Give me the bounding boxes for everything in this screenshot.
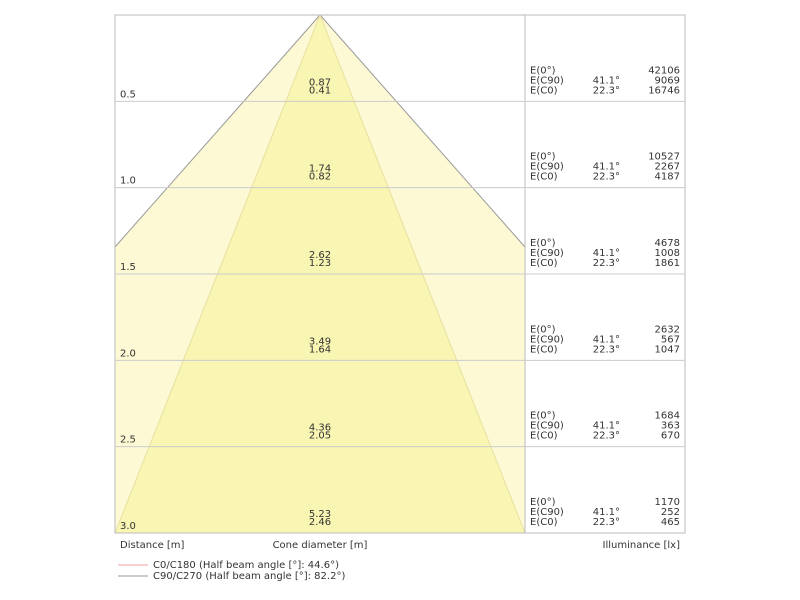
- illuminance: 1170: [655, 497, 680, 508]
- cone-diameter: 0.41: [309, 85, 331, 96]
- illuminance: 2632: [655, 324, 680, 335]
- cone-diameter: 1.74: [309, 164, 331, 175]
- cone-diameter: 2.46: [309, 517, 331, 528]
- distance-label: 2.5: [120, 435, 136, 446]
- e-label: E(0°): [530, 497, 556, 508]
- e-label: E(0°): [530, 152, 556, 163]
- illuminance: 1008: [655, 248, 680, 259]
- cone-diameter: 2.05: [309, 431, 331, 442]
- e-label: E(C0): [530, 344, 558, 355]
- angle: 41.1°: [593, 162, 620, 173]
- illuminance: 42106: [648, 65, 680, 76]
- outer-cone-edge: [319, 14, 526, 248]
- cone-diameter: 3.49: [309, 336, 331, 347]
- e-label: E(C0): [530, 517, 558, 528]
- e-label: E(C90): [530, 507, 564, 518]
- e-label: E(C90): [530, 421, 564, 432]
- e-label: E(0°): [530, 324, 556, 335]
- cone-diameter: 2.62: [309, 250, 331, 261]
- e-label: E(C90): [530, 334, 564, 345]
- cone-diameter: 1.23: [309, 258, 331, 269]
- illuminance: 465: [661, 517, 680, 528]
- cone-diameter: 0.87: [309, 77, 331, 88]
- cone-diameter: 5.23: [309, 509, 331, 520]
- illuminance: 252: [661, 507, 680, 518]
- illuminance: 10527: [648, 152, 680, 163]
- axis-label: Cone diameter [m]: [273, 540, 368, 551]
- illuminance: 670: [661, 431, 680, 442]
- angle: 22.3°: [593, 172, 620, 183]
- e-label: E(C0): [530, 85, 558, 96]
- e-label: E(C0): [530, 172, 558, 183]
- distance-label: 0.5: [120, 89, 136, 100]
- angle: 41.1°: [593, 75, 620, 86]
- axis-label: Distance [m]: [120, 540, 185, 551]
- illuminance: 4187: [655, 172, 680, 183]
- e-label: E(0°): [530, 411, 556, 422]
- cone-diameter: 1.64: [309, 344, 331, 355]
- angle: 22.3°: [593, 431, 620, 442]
- illuminance: 567: [661, 334, 680, 345]
- e-label: E(C0): [530, 258, 558, 269]
- distance-label: 1.5: [120, 262, 136, 273]
- outer-cone-edge: [114, 14, 321, 248]
- axis-label: Illuminance [lx]: [603, 540, 681, 551]
- illuminance: 9069: [655, 75, 680, 86]
- angle: 22.3°: [593, 517, 620, 528]
- illuminance: 1861: [655, 258, 680, 269]
- distance-label: 1.0: [120, 176, 136, 187]
- distance-label: 2.0: [120, 348, 136, 359]
- illuminance: 1047: [655, 344, 680, 355]
- distance-label: 3.0: [120, 521, 136, 532]
- angle: 41.1°: [593, 421, 620, 432]
- illuminance: 1684: [655, 411, 680, 422]
- illuminance: 363: [661, 421, 680, 432]
- e-label: E(C0): [530, 431, 558, 442]
- e-label: E(0°): [530, 238, 556, 249]
- illuminance: 16746: [648, 85, 680, 96]
- angle: 22.3°: [593, 85, 620, 96]
- e-label: E(C90): [530, 162, 564, 173]
- e-label: E(C90): [530, 75, 564, 86]
- illuminance: 2267: [655, 162, 680, 173]
- legend-entry: C90/C270 (Half beam angle [°]: 82.2°): [153, 571, 345, 582]
- e-label: E(C90): [530, 248, 564, 259]
- illuminance: 4678: [655, 238, 680, 249]
- legend-entry: C0/C180 (Half beam angle [°]: 44.6°): [153, 560, 339, 571]
- angle: 22.3°: [593, 258, 620, 269]
- angle: 22.3°: [593, 344, 620, 355]
- angle: 41.1°: [593, 507, 620, 518]
- cone-diameter: 4.36: [309, 423, 331, 434]
- angle: 41.1°: [593, 248, 620, 259]
- cone-diameter: 0.82: [309, 172, 331, 183]
- angle: 41.1°: [593, 334, 620, 345]
- e-label: E(0°): [530, 65, 556, 76]
